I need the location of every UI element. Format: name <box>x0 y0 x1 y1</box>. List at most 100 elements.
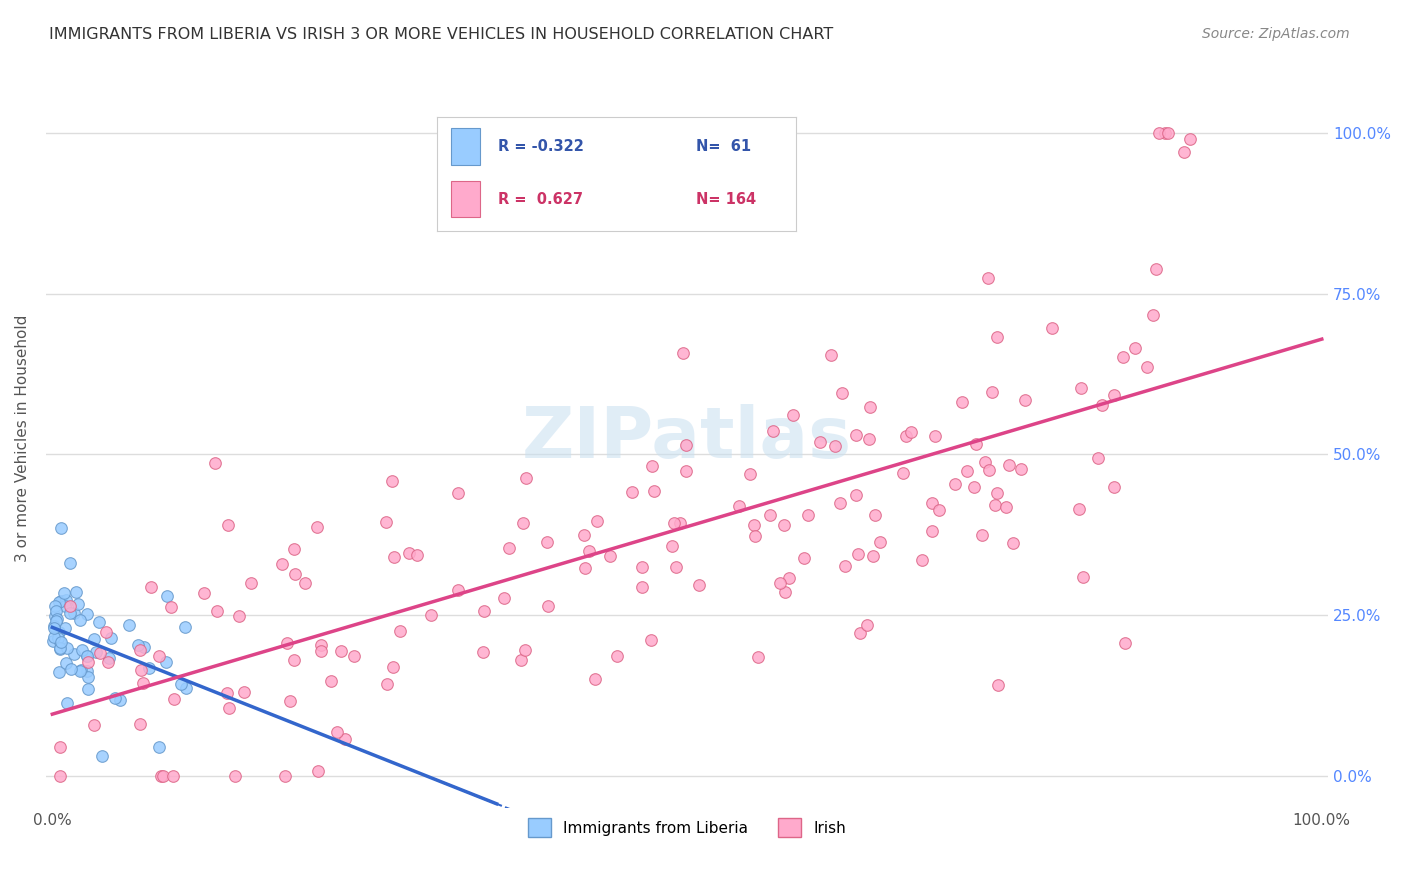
Point <box>48 665 70 680</box>
Point <box>675 438 697 452</box>
Point <box>921 496 943 510</box>
Point <box>950 395 973 409</box>
Point <box>970 528 993 542</box>
Point <box>742 518 765 533</box>
Point <box>1136 359 1159 374</box>
Point <box>1112 350 1135 364</box>
Point <box>793 550 815 565</box>
Point <box>49 739 72 754</box>
Point <box>984 498 1007 512</box>
Point <box>672 346 695 360</box>
Point <box>894 429 917 443</box>
Point <box>398 546 420 560</box>
Point <box>574 561 596 575</box>
Point <box>274 769 297 783</box>
Point <box>664 516 686 530</box>
Point <box>49 642 72 657</box>
Point <box>1102 388 1125 402</box>
Point <box>1090 398 1112 412</box>
Point <box>740 467 762 481</box>
Point <box>100 631 122 645</box>
Point <box>405 548 427 562</box>
Point <box>1002 535 1025 549</box>
Point <box>204 456 226 470</box>
Point <box>956 464 979 478</box>
Point <box>45 614 67 628</box>
Point <box>129 643 152 657</box>
Point <box>845 488 868 502</box>
Point <box>1067 501 1090 516</box>
Point <box>921 524 943 538</box>
Point <box>1147 126 1170 140</box>
Point <box>845 427 868 442</box>
Point <box>977 463 1000 477</box>
Point <box>631 560 654 574</box>
Point <box>943 476 966 491</box>
Point <box>132 640 155 655</box>
Point <box>76 607 98 622</box>
Point <box>55 640 77 655</box>
Point <box>578 543 600 558</box>
Point <box>228 609 250 624</box>
Point <box>772 518 794 533</box>
Point <box>283 542 305 557</box>
Legend: Immigrants from Liberia, Irish: Immigrants from Liberia, Irish <box>520 811 853 845</box>
Point <box>509 653 531 667</box>
Point <box>641 458 664 473</box>
Point <box>631 581 654 595</box>
Point <box>59 599 82 614</box>
Point <box>45 604 67 618</box>
Point <box>727 499 749 513</box>
Point <box>162 769 184 783</box>
Point <box>55 656 77 670</box>
Point <box>987 678 1010 692</box>
Point <box>76 648 98 663</box>
Point <box>97 655 120 669</box>
Point <box>981 385 1004 400</box>
Point <box>174 620 197 634</box>
Point <box>129 716 152 731</box>
Point <box>747 650 769 665</box>
Point <box>1102 480 1125 494</box>
Point <box>810 435 832 450</box>
Point <box>862 549 884 563</box>
Point <box>382 550 405 565</box>
Point <box>49 640 72 655</box>
Point <box>307 520 329 534</box>
Point <box>688 578 710 592</box>
Point <box>309 638 332 652</box>
Point <box>1014 392 1036 407</box>
Point <box>986 330 1008 344</box>
Point <box>665 559 688 574</box>
Point <box>55 621 77 635</box>
Point <box>343 648 366 663</box>
Point <box>778 571 800 585</box>
Point <box>42 621 65 635</box>
Point <box>51 594 73 608</box>
Point <box>89 615 111 629</box>
Point <box>388 624 411 639</box>
Point <box>986 485 1008 500</box>
Point <box>669 516 692 531</box>
Point <box>217 518 239 533</box>
Point <box>661 539 683 553</box>
Point <box>744 528 766 542</box>
Point <box>375 516 398 530</box>
Point <box>333 731 356 746</box>
Point <box>232 685 254 699</box>
Point <box>294 575 316 590</box>
Point <box>537 599 560 613</box>
Point <box>472 604 495 618</box>
Point <box>830 496 852 510</box>
Point <box>60 662 83 676</box>
Point <box>762 425 785 439</box>
Point <box>49 634 72 648</box>
Point <box>110 693 132 707</box>
Point <box>46 631 69 645</box>
Point <box>782 408 804 422</box>
Point <box>63 647 86 661</box>
Point <box>1040 320 1063 334</box>
Point <box>44 630 66 644</box>
Point <box>83 718 105 732</box>
Point <box>965 437 987 451</box>
